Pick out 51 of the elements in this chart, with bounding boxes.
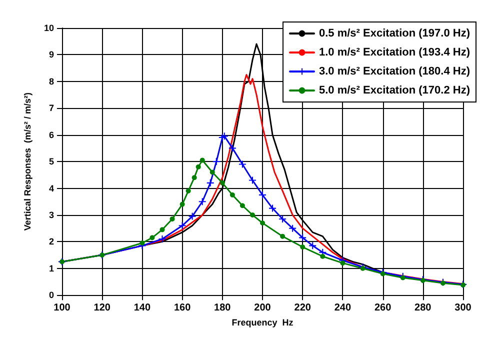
point	[320, 254, 326, 259]
y-tick-label: 5	[48, 156, 54, 167]
point	[160, 227, 165, 232]
point	[280, 234, 286, 239]
point	[400, 275, 406, 280]
point	[200, 158, 205, 163]
x-tick-label: 280	[414, 302, 432, 314]
y-tick-label: 0	[48, 290, 54, 300]
y-tick-label: 3	[48, 210, 54, 220]
y-tick-label: 1	[48, 263, 54, 274]
y-axis-title: Vertical Responses (m/s² / m/s²)	[22, 92, 32, 231]
point	[230, 192, 235, 198]
x-tick-label: 140	[134, 302, 151, 314]
x-tick-label: 200	[254, 302, 272, 314]
point	[380, 271, 386, 276]
x-tick-label: 240	[334, 302, 352, 314]
point	[196, 164, 201, 170]
legend-label: 5.0 m/s² Excitation (170.2 Hz)	[319, 84, 470, 96]
point	[158, 236, 166, 243]
y-tick-label: 10	[44, 23, 54, 33]
legend-label: 0.5 m/s² Excitation (197.0 Hz)	[319, 28, 470, 40]
y-tick-label: 2	[48, 236, 54, 247]
point	[140, 240, 145, 246]
x-tick-label: 160	[174, 302, 192, 314]
x-tick-label: 120	[94, 302, 111, 314]
point	[300, 244, 306, 250]
point	[220, 180, 225, 186]
y-tick-label: 6	[48, 130, 54, 140]
point	[186, 188, 191, 194]
point	[250, 212, 255, 218]
x-tick-label: 220	[294, 302, 312, 314]
point	[150, 235, 155, 240]
point	[210, 170, 215, 175]
point	[180, 202, 185, 207]
point	[340, 260, 346, 266]
x-tick-label: 260	[374, 302, 392, 314]
point	[248, 176, 256, 184]
point	[240, 203, 245, 208]
legend-label: 3.0 m/s² Excitation (180.4 Hz)	[319, 66, 470, 78]
x-tick-label: 100	[54, 302, 71, 314]
y-tick-label: 8	[48, 76, 54, 86]
x-tick-label: 300	[454, 302, 472, 314]
x-tick-label: 180	[214, 302, 232, 314]
legend-label: 1.0 m/s² Excitation (193.4 Hz)	[319, 46, 470, 58]
y-tick-label: 9	[48, 50, 54, 60]
point	[260, 220, 265, 226]
y-tick-label: 4	[48, 183, 54, 194]
point	[192, 175, 197, 180]
point	[170, 216, 175, 222]
x-axis-title: Frequency Hz	[232, 318, 294, 328]
y-tick-label: 7	[48, 103, 54, 114]
